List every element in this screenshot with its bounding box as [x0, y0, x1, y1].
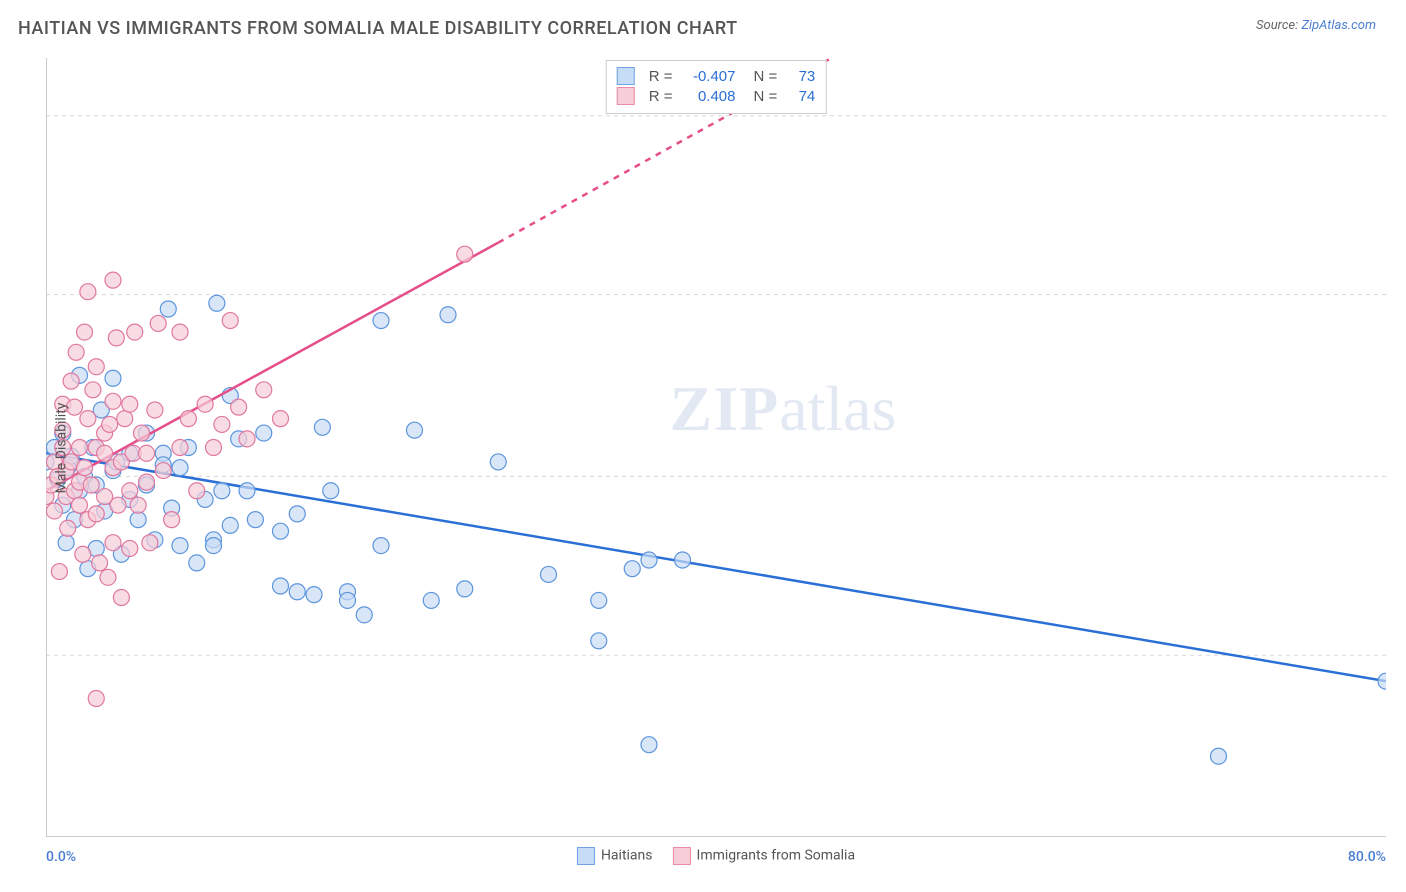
x-axis-start: 0.0% — [46, 849, 76, 865]
x-axis-end: 80.0% — [1348, 849, 1386, 865]
bottom-legend: Haitians Immigrants from Somalia — [577, 847, 855, 865]
legend-swatch — [617, 67, 635, 85]
legend-item: Haitians — [577, 847, 653, 865]
plot-area — [46, 58, 1386, 837]
stat-row: R = 0.408N =74 — [617, 87, 816, 105]
legend-label: Haitians — [601, 848, 653, 864]
legend-item: Immigrants from Somalia — [673, 847, 856, 865]
correlation-chart: Male Disability 0.0% 80.0% HaitiansImmig… — [46, 58, 1386, 837]
legend-swatch — [673, 847, 691, 865]
chart-title: HAITIAN VS IMMIGRANTS FROM SOMALIA MALE … — [18, 18, 738, 39]
source-link[interactable]: ZipAtlas.com — [1301, 18, 1376, 33]
legend-swatch — [617, 87, 635, 105]
legend-label: Immigrants from Somalia — [697, 848, 856, 864]
stat-row: R =-0.407N =73 — [617, 67, 816, 85]
top-legend: R =-0.407N =73 R = 0.408N =74 — [606, 60, 827, 114]
y-axis-label: Male Disability — [53, 402, 69, 493]
source-label: Source: ZipAtlas.com — [1256, 18, 1376, 33]
legend-swatch — [577, 847, 595, 865]
